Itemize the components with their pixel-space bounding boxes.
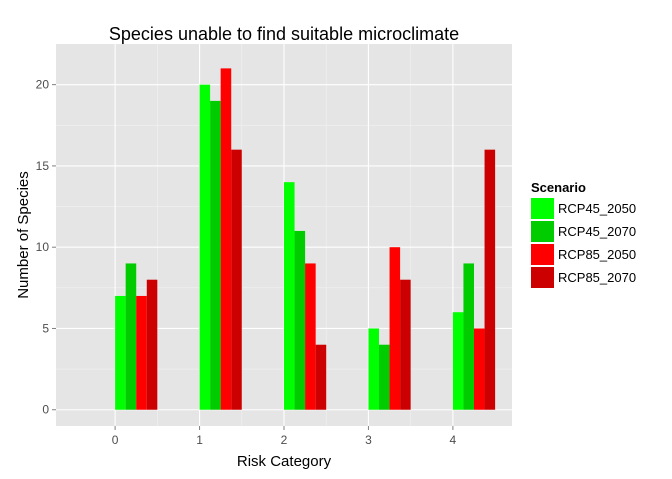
bar-rcp45-2050 bbox=[115, 295, 126, 410]
legend-label: RCP85_2070 bbox=[558, 270, 636, 285]
y-tick-label: 20 bbox=[36, 78, 50, 92]
bar-rcp45-2050 bbox=[452, 312, 464, 410]
legend-swatch bbox=[531, 198, 554, 219]
x-tick-label: 2 bbox=[281, 433, 288, 447]
bar-rcp45-2050 bbox=[368, 328, 379, 410]
bar-rcp45-2070 bbox=[379, 344, 390, 410]
y-tick-label: 5 bbox=[42, 321, 49, 335]
y-tick-label: 15 bbox=[36, 159, 50, 173]
legend-label: RCP45_2070 bbox=[558, 224, 636, 239]
bar-rcp85-2050 bbox=[136, 295, 147, 410]
x-axis-title: Risk Category bbox=[237, 453, 332, 470]
bar-rcp85-2070 bbox=[315, 344, 327, 410]
legend: Scenario RCP45_2050 RCP45_2070 RCP85_2050 R… bbox=[531, 180, 636, 288]
bar-rcp45-2070 bbox=[210, 100, 221, 410]
y-axis: 0 5 10 15 20 bbox=[36, 78, 56, 417]
x-tick-label: 1 bbox=[196, 433, 203, 447]
x-axis: 0 1 2 3 4 bbox=[112, 426, 457, 447]
bar-rcp85-2070 bbox=[146, 279, 158, 410]
bar-rcp45-2050 bbox=[284, 182, 295, 410]
legend-swatch bbox=[531, 267, 554, 288]
x-tick-label: 0 bbox=[112, 433, 119, 447]
legend-swatch bbox=[531, 244, 554, 265]
bar-rcp45-2070 bbox=[463, 263, 474, 410]
bar-rcp85-2050 bbox=[389, 247, 401, 410]
legend-label: RCP85_2050 bbox=[558, 247, 636, 262]
y-tick-label: 0 bbox=[42, 403, 49, 417]
x-tick-label: 3 bbox=[365, 433, 372, 447]
legend-swatch bbox=[531, 221, 554, 242]
legend-label: RCP45_2050 bbox=[558, 201, 636, 216]
bar-rcp85-2070 bbox=[231, 149, 242, 410]
y-tick-label: 10 bbox=[36, 240, 50, 254]
legend-title: Scenario bbox=[531, 180, 586, 195]
y-axis-title: Number of Species bbox=[15, 171, 32, 299]
x-tick-label: 4 bbox=[450, 433, 457, 447]
bar-rcp85-2050 bbox=[220, 68, 232, 410]
bar-rcp85-2070 bbox=[400, 279, 411, 410]
bar-rcp85-2050 bbox=[305, 263, 316, 410]
bar-rcp45-2070 bbox=[294, 230, 306, 410]
bar-rcp45-2070 bbox=[125, 263, 137, 410]
chart-title: Species unable to find suitable microcli… bbox=[109, 24, 459, 44]
bars bbox=[115, 68, 496, 410]
bar-rcp45-2050 bbox=[199, 84, 211, 410]
bar-rcp85-2070 bbox=[484, 149, 496, 410]
bar-rcp85-2050 bbox=[474, 328, 485, 410]
